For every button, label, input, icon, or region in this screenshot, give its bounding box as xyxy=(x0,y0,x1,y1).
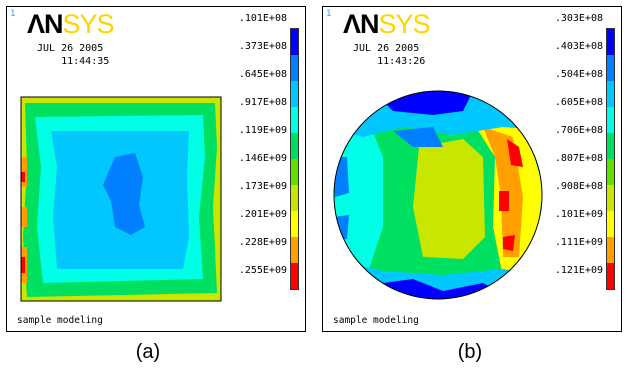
legend-label: .917E+08 xyxy=(238,97,287,108)
legend-swatch xyxy=(607,185,614,211)
panel-b: 1 ΛNSYS JUL 26 2005 11:43:26 .303E+08 .4 xyxy=(322,6,622,332)
legend-label: .403E+08 xyxy=(554,41,603,52)
legend-swatch xyxy=(291,159,298,185)
frame-number: 1 xyxy=(10,9,16,19)
caption-a: (a) xyxy=(135,341,161,363)
ansys-logo: ΛNSYS xyxy=(343,9,431,39)
legend-swatch xyxy=(607,237,614,263)
legend-color-bar xyxy=(606,28,615,290)
legend-label: .807E+08 xyxy=(554,153,603,164)
contour-plot-square xyxy=(20,96,222,302)
time-text: 11:43:26 xyxy=(377,56,426,67)
legend-swatch xyxy=(607,107,614,133)
legend-swatch xyxy=(291,211,298,237)
legend-swatch xyxy=(607,211,614,237)
legend-label: .255E+09 xyxy=(238,265,287,276)
frame-number: 1 xyxy=(326,9,332,19)
legend-color-bar xyxy=(290,28,299,290)
legend-label: .303E+08 xyxy=(554,13,603,24)
legend-swatch xyxy=(607,133,614,159)
footer-label: sample modeling xyxy=(333,315,419,326)
legend-swatch xyxy=(291,81,298,107)
legend-swatch xyxy=(607,159,614,185)
legend-label: .504E+08 xyxy=(554,69,603,80)
legend-label: .111E+09 xyxy=(554,237,603,248)
legend-label: .119E+09 xyxy=(238,125,287,136)
time-text: 11:44:35 xyxy=(61,56,110,67)
legend-swatch xyxy=(291,107,298,133)
ansys-logo: ΛNSYS xyxy=(27,9,115,39)
legend-swatch xyxy=(607,263,614,289)
legend-label: .101E+09 xyxy=(554,209,603,220)
timestamp: JUL 26 2005 11:43:26 xyxy=(353,42,425,68)
legend-label: .146E+09 xyxy=(238,153,287,164)
legend-swatch xyxy=(291,237,298,263)
legend-swatch xyxy=(291,55,298,81)
legend-label: .645E+08 xyxy=(238,69,287,80)
legend-swatch xyxy=(291,185,298,211)
legend-swatch xyxy=(291,133,298,159)
legend-swatch xyxy=(291,29,298,55)
legend-label: .201E+09 xyxy=(238,209,287,220)
timestamp: JUL 26 2005 11:44:35 xyxy=(37,42,109,68)
footer-label: sample modeling xyxy=(17,315,103,326)
legend-label: .228E+09 xyxy=(238,237,287,248)
legend-label: .373E+08 xyxy=(238,41,287,52)
date-text: JUL 26 2005 xyxy=(353,43,420,54)
legend-label: .605E+08 xyxy=(554,97,603,108)
legend-swatch xyxy=(607,55,614,81)
panel-a: 1 ΛNSYS JUL 26 2005 11:44:35 .101E+08 .3… xyxy=(6,6,306,332)
legend-swatch xyxy=(607,81,614,107)
date-text: JUL 26 2005 xyxy=(37,43,104,54)
legend-swatch xyxy=(291,263,298,289)
legend-label: .101E+08 xyxy=(238,13,287,24)
contour-plot-circle xyxy=(333,90,543,300)
legend-label: .173E+09 xyxy=(238,181,287,192)
legend-label: .121E+09 xyxy=(554,265,603,276)
caption-b: (b) xyxy=(457,341,483,363)
legend-swatch xyxy=(607,29,614,55)
legend-label: .908E+08 xyxy=(554,181,603,192)
legend-label: .706E+08 xyxy=(554,125,603,136)
